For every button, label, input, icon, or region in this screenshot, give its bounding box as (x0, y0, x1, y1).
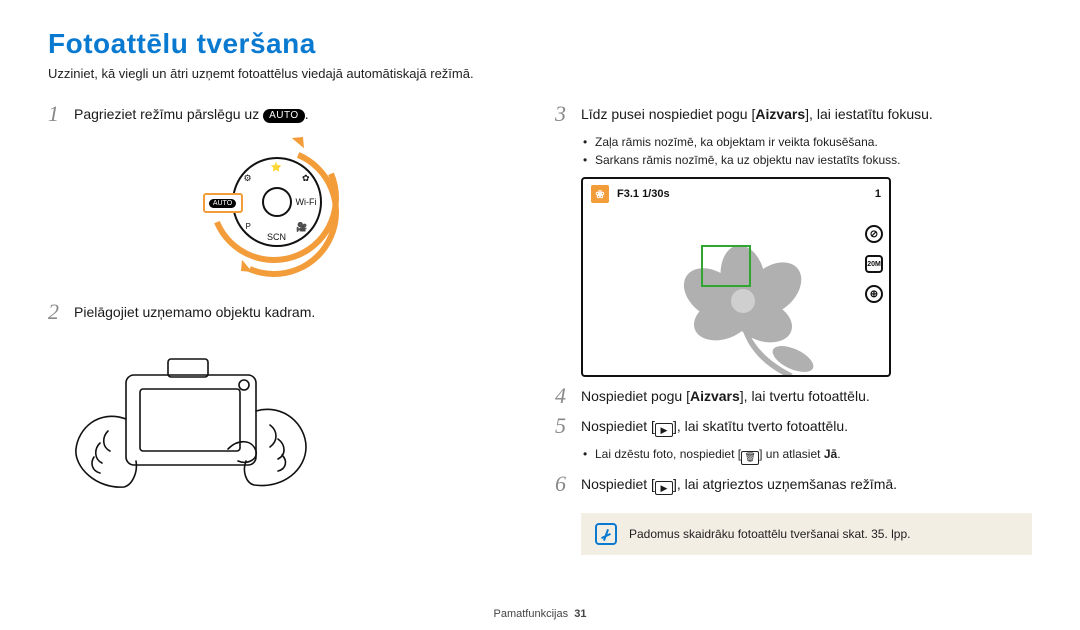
dial-mark-scn: SCN (267, 232, 286, 242)
left-column: 1 Pagrieziet režīmu pārslēgu uz AUTO. ⭐ … (48, 103, 525, 555)
lcd-preview: ❀ F3.1 1/30s 1 ⊘ 20M ⊕ (581, 177, 891, 377)
step-text: Līdz pusei nospiediet pogu [Aizvars], la… (581, 103, 933, 125)
step-text: Nospiediet [▶], lai skatītu tverto fotoa… (581, 415, 848, 437)
tip-callout: Padomus skaidrāku fotoattēlu tveršanai s… (581, 513, 1032, 555)
step5-pre: Nospiediet [ (581, 418, 655, 434)
step-number: 2 (48, 301, 66, 323)
mode-dial-figure: ⭐ ✿ Wi-Fi 🎥 SCN P ⚙ AUTO (187, 135, 387, 285)
step3-post: ], lai iestatītu fokusu. (805, 106, 933, 122)
auto-mode-pill: AUTO (209, 199, 236, 208)
step-number: 3 (555, 103, 573, 125)
step-1: 1 Pagrieziet režīmu pārslēgu uz AUTO. (48, 103, 525, 125)
auto-mode-pill: AUTO (263, 109, 305, 123)
footer-page-number: 31 (574, 608, 586, 620)
lcd-side-icons: ⊘ 20M ⊕ (865, 225, 883, 303)
page-footer: Pamatfunkcijas 31 (0, 608, 1080, 620)
step-5: 5 Nospiediet [▶], lai skatītu tverto fot… (555, 415, 1032, 437)
b5-pre: Lai dzēstu foto, nospiediet [ (595, 447, 741, 461)
page-subtitle: Uzziniet, kā viegli un ātri uzņemt fotoa… (48, 66, 1032, 81)
resolution-icon: 20M (865, 255, 883, 273)
mode-dial-icon: ⭐ ✿ Wi-Fi 🎥 SCN P ⚙ (232, 157, 322, 247)
trash-icon: 🗑 (741, 451, 759, 465)
dial-mark-flower-icon: ✿ (302, 173, 310, 184)
flower-subject-icon (643, 219, 843, 377)
step-number: 6 (555, 473, 573, 495)
step-number: 5 (555, 415, 573, 437)
bullet-red-frame: Sarkans rāmis nozīmē, ka uz objektu nav … (583, 151, 1032, 169)
b5-post: ] un atlasiet (759, 447, 824, 461)
dial-center (262, 187, 292, 217)
step-text: Pielāgojiet uzņemamo objektu kadram. (74, 301, 315, 323)
step-text: Nospiediet pogu [Aizvars], lai tvertu fo… (581, 385, 870, 407)
page-title: Fotoattēlu tveršana (48, 28, 1032, 60)
bullet-delete: Lai dzēstu foto, nospiediet [🗑] un atlas… (583, 445, 1032, 465)
lcd-shot-count: 1 (875, 188, 881, 200)
step3-pre: Līdz pusei nospiediet pogu [ (581, 106, 755, 122)
step-text: Pagrieziet režīmu pārslēgu uz AUTO. (74, 103, 309, 125)
step1-post: . (305, 106, 309, 122)
focus-frame (701, 245, 751, 287)
lcd-status-bar: ❀ F3.1 1/30s 1 (591, 185, 881, 203)
step5-bullets: Lai dzēstu foto, nospiediet [🗑] un atlas… (583, 445, 1032, 465)
right-column: 3 Līdz pusei nospiediet pogu [Aizvars], … (555, 103, 1032, 555)
zoom-icon: ⊕ (865, 285, 883, 303)
step3-bullets: Zaļa rāmis nozīmē, ka objektam ir veikta… (583, 133, 1032, 169)
step-number: 4 (555, 385, 573, 407)
content-columns: 1 Pagrieziet režīmu pārslēgu uz AUTO. ⭐ … (48, 103, 1032, 555)
playback-icon: ▶ (655, 423, 673, 437)
step-text: Nospiediet [▶], lai atgrieztos uzņemšana… (581, 473, 897, 495)
dial-mark-video-icon: 🎥 (296, 222, 307, 233)
step5-post: ], lai skatītu tverto fotoattēlu. (673, 418, 848, 434)
tip-text: Padomus skaidrāku fotoattēlu tveršanai s… (629, 527, 911, 541)
dial-mark-star-icon: ⭐ (271, 162, 282, 173)
yes-label: Jā (824, 447, 837, 461)
dial-mark-p: P (246, 222, 251, 231)
step-number: 1 (48, 103, 66, 125)
step-6: 6 Nospiediet [▶], lai atgrieztos uzņemša… (555, 473, 1032, 495)
shutter-label: Aizvars (755, 106, 805, 122)
step6-post: ], lai atgrieztos uzņemšanas režīmā. (673, 476, 897, 492)
camera-in-hands-icon (48, 339, 328, 519)
step4-pre: Nospiediet pogu [ (581, 388, 690, 404)
mode-selector-highlight: AUTO (203, 193, 243, 213)
step-3: 3 Līdz pusei nospiediet pogu [Aizvars], … (555, 103, 1032, 125)
dial-mark-gear-icon: ⚙ (244, 173, 252, 184)
step-2: 2 Pielāgojiet uzņemamo objektu kadram. (48, 301, 525, 323)
step1-pre: Pagrieziet režīmu pārslēgu uz (74, 106, 263, 122)
lcd-mode-badge-icon: ❀ (591, 185, 609, 203)
step6-pre: Nospiediet [ (581, 476, 655, 492)
shutter-label: Aizvars (690, 388, 740, 404)
step4-post: ], lai tvertu fotoattēlu. (740, 388, 870, 404)
dial-mark-wifi-icon: Wi-Fi (296, 197, 317, 207)
step-4: 4 Nospiediet pogu [Aizvars], lai tvertu … (555, 385, 1032, 407)
footer-label: Pamatfunkcijas (494, 608, 569, 620)
bullet-green-frame: Zaļa rāmis nozīmē, ka objektam ir veikta… (583, 133, 1032, 151)
flash-off-icon: ⊘ (865, 225, 883, 243)
lcd-exposure-text: F3.1 1/30s (617, 188, 670, 200)
b5-end: . (837, 447, 840, 461)
playback-icon: ▶ (655, 481, 673, 495)
pencil-note-icon (595, 523, 617, 545)
